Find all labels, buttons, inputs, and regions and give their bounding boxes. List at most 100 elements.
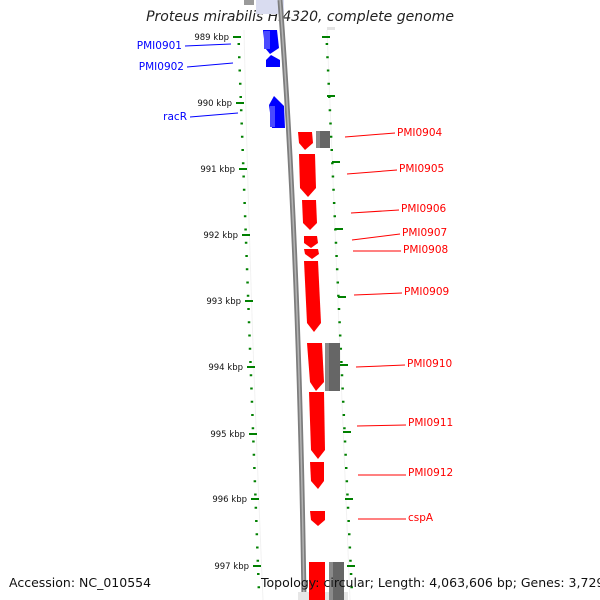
outer-minor-tick	[331, 175, 335, 178]
gene-pmi0908[interactable]	[304, 249, 319, 259]
inner-minor-tick	[242, 175, 245, 178]
forward-gene-label[interactable]: PMI0908	[403, 244, 448, 256]
inner-minor-tick	[245, 255, 248, 257]
inner-minor-tick	[252, 440, 255, 443]
outer-minor-tick	[328, 109, 332, 112]
gene-downstream[interactable]	[309, 562, 325, 600]
feature-gray-2-shade	[325, 343, 329, 391]
kbp-tick-label: 995 kbp	[210, 430, 245, 440]
inner-minor-tick	[252, 453, 256, 456]
forward-gene-leader-line	[353, 292, 403, 296]
inner-minor-tick	[244, 241, 248, 244]
reverse-gene-leader-line	[184, 43, 232, 47]
kbp-tick-label: 996 kbp	[212, 495, 247, 505]
reverse-gene-label[interactable]: PMI0901	[137, 40, 182, 52]
gene-pmi0906[interactable]	[302, 200, 317, 230]
inner-minor-tick	[256, 559, 260, 562]
forward-gene-label[interactable]: cspA	[408, 512, 434, 524]
outer-minor-tick	[345, 480, 349, 483]
outer-minor-tick	[326, 69, 330, 72]
minor-tick-dots	[237, 43, 353, 589]
outer-minor-tick	[346, 493, 349, 496]
inner-minor-tick	[244, 228, 247, 231]
forward-gene-label[interactable]: PMI0910	[407, 358, 452, 370]
gene-pmi0911[interactable]	[309, 392, 325, 459]
kbp-tick-label: 994 kbp	[208, 363, 243, 373]
inner-minor-tick	[254, 506, 258, 509]
outer-minor-tick	[332, 202, 336, 204]
reverse-gene-leader-line	[189, 112, 239, 118]
forward-gene-label[interactable]: PMI0906	[401, 203, 447, 215]
outer-minor-tick	[344, 467, 348, 469]
forward-gene-label[interactable]: PMI0909	[404, 286, 449, 298]
reverse-gene-leader-line	[186, 62, 234, 68]
inner-minor-tick	[246, 294, 250, 297]
feature-gray-1-shade	[316, 131, 320, 148]
outer-minor-tick	[340, 374, 344, 377]
forward-gene-label[interactable]: PMI0911	[408, 417, 453, 429]
forward-gene-label[interactable]: PMI0904	[397, 127, 443, 139]
outer-minor-tick	[333, 215, 336, 218]
outer-minor-tick	[341, 387, 344, 390]
outer-minor-tick	[344, 453, 347, 456]
inner-minor-tick	[249, 361, 252, 363]
gene-cspA[interactable]	[310, 511, 325, 526]
outer-minor-tick	[341, 400, 345, 403]
outer-minor-tick	[327, 82, 330, 85]
outer-minor-tick	[349, 573, 353, 575]
gene-pmi0905[interactable]	[299, 154, 316, 197]
inner-minor-tick	[240, 122, 243, 125]
outer-minor-tick	[337, 308, 341, 310]
kbp-tick-label: 990 kbp	[197, 99, 232, 109]
forward-gene-label[interactable]: PMI0912	[408, 467, 453, 479]
inner-minor-tick	[248, 347, 252, 350]
inner-minor-tick	[249, 374, 253, 377]
outer-minor-tick	[348, 546, 352, 549]
inner-minor-tick	[247, 321, 251, 324]
inner-minor-tick	[256, 546, 259, 549]
inner-minor-tick	[247, 308, 250, 310]
kbp-tick-label: 991 kbp	[200, 165, 235, 175]
inner-minor-tick	[238, 82, 242, 85]
inner-minor-tick	[238, 56, 241, 59]
outer-minor-tick	[342, 414, 346, 416]
inner-minor-tick	[257, 586, 261, 589]
kbp-tick-label: 993 kbp	[206, 297, 241, 307]
kbp-tick-label: 997 kbp	[214, 562, 249, 572]
outer-minor-tick	[336, 281, 340, 284]
outer-minor-tick	[326, 56, 329, 59]
inner-minor-tick	[250, 387, 253, 390]
top-cap-right	[327, 27, 335, 30]
gene-pmi0904[interactable]	[298, 132, 313, 150]
outer-minor-tick	[331, 162, 334, 165]
outer-guide-arc	[326, 29, 351, 600]
inner-minor-tick	[240, 135, 244, 138]
genome-summary-text: Topology: circular; Length: 4,063,606 bp…	[261, 575, 600, 590]
reverse-gene-label[interactable]: racR	[163, 111, 187, 123]
outer-minor-tick	[328, 96, 331, 98]
outer-minor-tick	[343, 440, 347, 443]
inner-minor-tick	[251, 414, 254, 416]
outer-minor-tick	[335, 268, 339, 271]
forward-gene-label[interactable]: PMI0907	[402, 227, 447, 239]
forward-gene-leader-line	[350, 209, 400, 214]
inner-minor-tick	[255, 520, 258, 522]
outer-minor-tick	[334, 228, 337, 231]
outer-minor-tick	[337, 294, 340, 297]
reverse-gene-label[interactable]: PMI0902	[139, 61, 184, 73]
inner-minor-tick	[242, 188, 246, 191]
gene-pmi0912[interactable]	[310, 462, 324, 489]
outer-minor-tick	[329, 122, 332, 125]
forward-gene-leader-line	[346, 169, 398, 175]
outer-minor-tick	[348, 533, 351, 536]
gene-pmi0910[interactable]	[307, 343, 324, 391]
scale-ticks: 989 kbp 990 kbp 991 kbp 992 kbp 993 kbp 994 k…	[194, 33, 355, 572]
gene-pmi0909[interactable]	[304, 261, 321, 332]
inner-minor-tick	[253, 467, 256, 469]
gene-pmi0902[interactable]	[266, 55, 280, 67]
forward-gene-label[interactable]: PMI0905	[399, 163, 444, 175]
kbp-tick-label: 992 kbp	[203, 231, 238, 241]
inner-minor-tick	[243, 215, 247, 218]
genome-title: Proteus mirabilis HI4320, complete genom…	[146, 9, 454, 25]
gene-pmi0907[interactable]	[304, 236, 318, 248]
